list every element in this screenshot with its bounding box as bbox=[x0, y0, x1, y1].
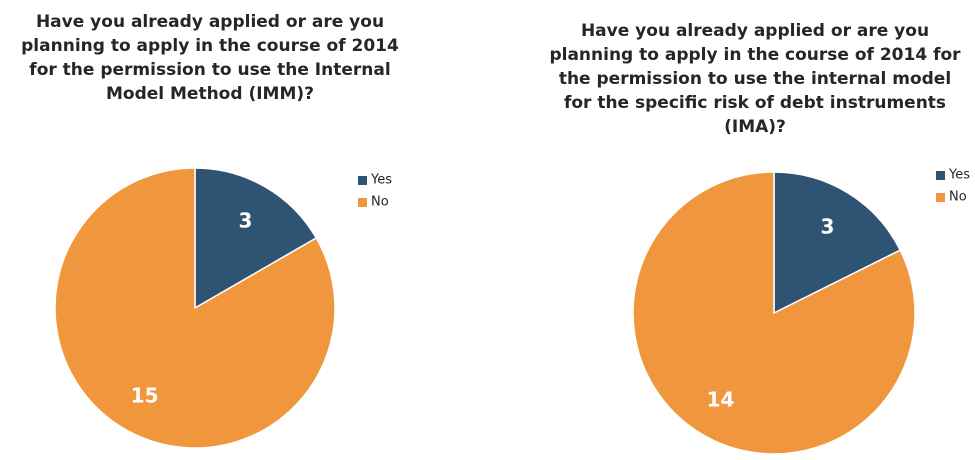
pie-slice-yes bbox=[773, 171, 902, 315]
pie-slice-no bbox=[54, 167, 336, 449]
chart-title: Have you already applied or are you plan… bbox=[549, 21, 961, 137]
data-label-yes: 3 bbox=[820, 215, 834, 239]
legend-label-yes: Yes bbox=[370, 173, 392, 188]
legend-swatch-yes bbox=[358, 176, 367, 185]
legend-label-no: No bbox=[371, 195, 389, 210]
data-label-no: 15 bbox=[131, 383, 159, 407]
legend-label-yes: Yes bbox=[948, 168, 970, 183]
legend-swatch-no bbox=[358, 198, 367, 207]
pie-slice-yes bbox=[194, 167, 318, 310]
data-label-no: 14 bbox=[707, 387, 735, 411]
legend-swatch-no bbox=[936, 193, 945, 202]
pie-chart-ima: 3 14 Yes No bbox=[632, 168, 970, 455]
pie-chart-imm: 3 15 Yes No bbox=[54, 167, 392, 449]
legend-swatch-yes bbox=[936, 171, 945, 180]
pie-slice-no bbox=[632, 171, 916, 455]
chart-title: Have you already applied or are you plan… bbox=[21, 12, 399, 104]
legend-label-no: No bbox=[949, 190, 967, 205]
data-label-yes: 3 bbox=[238, 209, 252, 233]
